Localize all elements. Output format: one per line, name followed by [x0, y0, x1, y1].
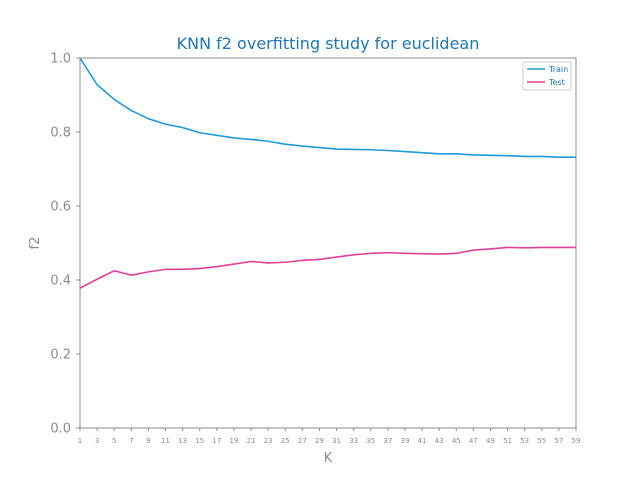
x-tick-label: 43: [435, 437, 444, 445]
x-tick-label: 49: [486, 437, 495, 445]
legend-label-train: Train: [548, 65, 568, 74]
x-tick-label: 31: [332, 437, 341, 445]
x-tick-label: 13: [178, 437, 187, 445]
y-tick-label: 1.0: [50, 52, 71, 67]
x-tick-label: 15: [195, 437, 204, 445]
y-axis: 0.0 0.2 0.4 0.6 0.8 1.0: [50, 52, 80, 437]
y-tick-label: 0.0: [50, 422, 71, 437]
x-tick-label: 51: [503, 437, 512, 445]
x-tick-label: 37: [383, 437, 392, 445]
x-tick-label: 47: [469, 437, 478, 445]
x-axis: 1 3 5 7 9 11 13 15 17 19 21 23 25 27 29 31 33 35 37 39 41 43 4…: [78, 428, 581, 445]
x-tick-label: 17: [212, 437, 221, 445]
x-tick-label: 55: [537, 437, 546, 445]
x-tick-label: 23: [264, 437, 273, 445]
plot-frame: [79, 57, 577, 429]
x-tick-label: 1: [78, 437, 82, 445]
x-tick-label: 33: [349, 437, 358, 445]
x-tick-label: 41: [418, 437, 427, 445]
x-tick-label: 25: [281, 437, 290, 445]
x-tick-label: 57: [554, 437, 563, 445]
legend-label-test: Test: [548, 78, 565, 87]
y-tick-label: 0.2: [50, 348, 71, 363]
x-tick-label: 3: [95, 437, 99, 445]
series-layer: [79, 57, 576, 289]
x-tick-label: 21: [247, 437, 256, 445]
y-tick-label: 0.8: [50, 126, 71, 141]
legend: Train Test: [522, 61, 572, 91]
x-tick-label: 9: [146, 437, 150, 445]
y-tick-label: 0.6: [50, 200, 71, 215]
x-tick-label: 39: [401, 437, 410, 445]
x-tick-label: 29: [315, 437, 324, 445]
x-tick-label: 45: [452, 437, 461, 445]
x-tick-label: 11: [161, 437, 170, 445]
y-axis-label: f2: [28, 237, 43, 250]
x-tick-label: 53: [520, 437, 529, 445]
x-tick-label: 27: [298, 437, 307, 445]
x-tick-label: 7: [129, 437, 133, 445]
chart-title: KNN f2 overfitting study for euclidean: [177, 34, 480, 53]
x-tick-label: 19: [229, 437, 238, 445]
x-tick-label: 5: [112, 437, 116, 445]
x-tick-label: 35: [366, 437, 375, 445]
x-axis-label: K: [324, 451, 333, 466]
series-line-train: [79, 57, 576, 158]
series-line-test: [79, 246, 576, 289]
y-tick-label: 0.4: [50, 274, 71, 289]
x-tick-label: 59: [572, 437, 581, 445]
